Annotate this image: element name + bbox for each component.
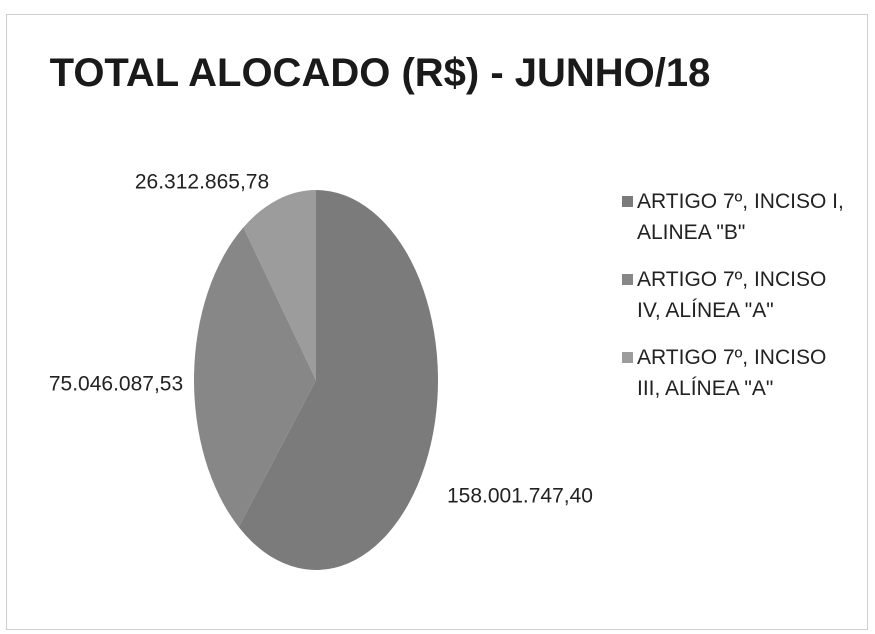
data-label: 75.046.087,53 — [49, 373, 183, 396]
legend-label: ARTIGO 7º, INCISO IV, ALÍNEA "A" — [637, 268, 827, 322]
pie-slice — [238, 189, 439, 570]
legend-swatch — [622, 196, 633, 207]
legend-label: ARTIGO 7º, INCISO III, ALÍNEA "A" — [637, 346, 827, 400]
legend-item: ARTIGO 7º, INCISO I, ALINEA "B" — [622, 186, 862, 248]
legend-item: ARTIGO 7º, INCISO III, ALÍNEA "A" — [622, 342, 862, 404]
legend-label: ARTIGO 7º, INCISO I, ALINEA "B" — [637, 190, 844, 244]
legend: ARTIGO 7º, INCISO I, ALINEA "B" ARTIGO 7º… — [622, 186, 862, 420]
chart-title: TOTAL ALOCADO (R$) - JUNHO/18 — [50, 51, 711, 95]
legend-item: ARTIGO 7º, INCISO IV, ALÍNEA "A" — [622, 264, 862, 326]
legend-swatch — [622, 352, 633, 363]
pie-slice — [243, 190, 316, 380]
data-label: 158.001.747,40 — [447, 485, 593, 508]
legend-swatch — [622, 274, 633, 285]
data-label: 26.312.865,78 — [135, 171, 269, 194]
chart-frame — [6, 14, 868, 630]
pie-slice — [194, 227, 316, 528]
